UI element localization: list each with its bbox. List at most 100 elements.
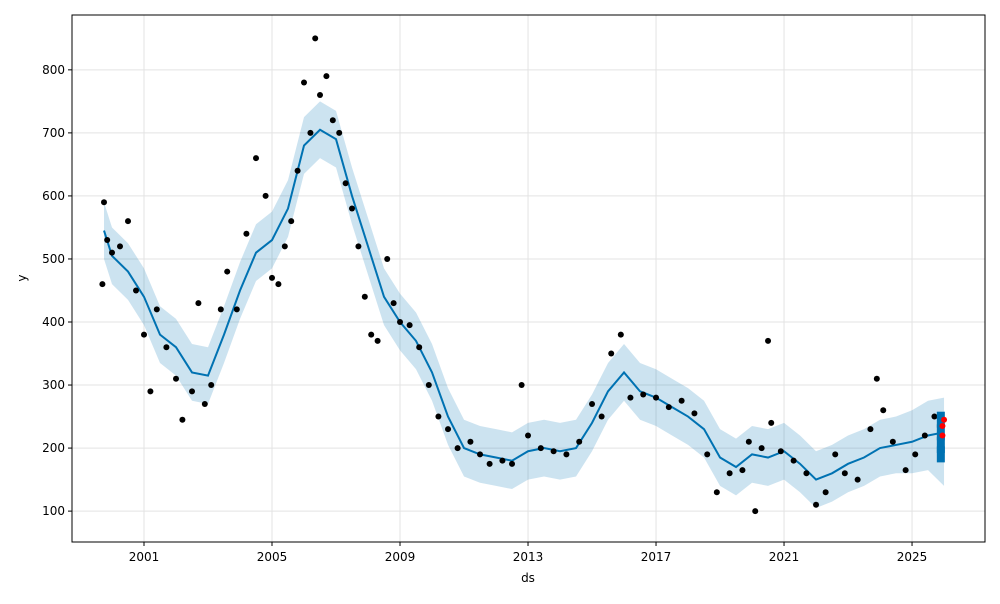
y-tick-label: 700	[42, 126, 65, 140]
data-point	[425, 382, 432, 389]
data-point	[125, 218, 132, 225]
data-point	[726, 470, 733, 477]
x-tick-label: 2005	[257, 550, 288, 564]
data-point	[713, 489, 720, 496]
y-tick-label: 800	[42, 63, 65, 77]
data-point	[99, 281, 106, 288]
data-point	[653, 394, 660, 401]
x-tick-label: 2009	[385, 550, 416, 564]
data-point	[416, 344, 423, 351]
data-point	[355, 243, 362, 250]
data-point	[195, 300, 202, 307]
data-point	[342, 180, 349, 187]
data-point	[281, 243, 288, 250]
y-axis-label: y	[15, 274, 29, 281]
data-point	[563, 451, 570, 458]
y-tick-label: 500	[42, 252, 65, 266]
data-point	[627, 394, 634, 401]
data-point	[253, 155, 260, 162]
data-point	[275, 281, 282, 288]
trend-line	[103, 128, 945, 481]
data-point	[397, 318, 404, 325]
x-tick-label: 2017	[641, 550, 672, 564]
data-point	[467, 438, 474, 445]
data-point	[941, 416, 948, 423]
data-point	[525, 432, 532, 439]
data-point	[173, 375, 180, 382]
data-point	[104, 237, 111, 244]
plot-frame	[71, 14, 986, 543]
data-point	[665, 404, 672, 411]
data-point	[691, 410, 698, 417]
data-point	[243, 230, 250, 237]
data-point	[117, 243, 124, 250]
y-tick-label: 600	[42, 189, 65, 203]
data-point	[921, 432, 928, 439]
data-point	[499, 457, 506, 464]
data-point	[902, 467, 909, 474]
data-point	[317, 92, 324, 99]
data-point	[208, 382, 215, 389]
data-point	[163, 344, 170, 351]
data-point	[445, 426, 452, 433]
forecast-point	[936, 436, 945, 453]
y-tick-label: 100	[42, 504, 65, 518]
data-point	[406, 322, 413, 329]
data-point	[889, 438, 896, 445]
data-point	[329, 117, 336, 124]
data-point	[803, 470, 810, 477]
forecast-point	[936, 424, 945, 441]
data-point	[822, 489, 829, 496]
y-tick-label: 300	[42, 378, 65, 392]
data-point	[765, 337, 772, 344]
data-point	[939, 423, 946, 430]
data-point	[288, 218, 295, 225]
data-point	[384, 255, 391, 262]
data-point	[790, 457, 797, 464]
data-point	[589, 400, 596, 407]
data-point	[301, 79, 308, 86]
data-point	[486, 460, 493, 467]
data-point	[752, 508, 759, 515]
data-point	[841, 470, 848, 477]
data-point	[217, 306, 224, 313]
data-point	[336, 129, 343, 136]
data-point	[312, 35, 319, 42]
data-point	[550, 448, 557, 455]
data-point	[854, 476, 861, 483]
data-point	[867, 426, 874, 433]
forecast-point	[936, 411, 945, 428]
data-point	[477, 451, 484, 458]
data-point	[768, 419, 775, 426]
data-point	[201, 400, 208, 407]
data-point	[758, 445, 765, 452]
data-point	[617, 331, 624, 338]
data-point	[608, 350, 615, 357]
data-point	[832, 451, 839, 458]
data-point	[368, 331, 375, 338]
y-tick-label: 400	[42, 315, 65, 329]
data-point	[262, 192, 269, 199]
data-point	[233, 306, 240, 313]
data-point	[361, 293, 368, 300]
data-point	[678, 397, 685, 404]
data-point	[101, 199, 108, 206]
data-point	[374, 337, 381, 344]
data-point	[704, 451, 711, 458]
forecast-point	[936, 446, 945, 463]
data-point	[224, 268, 231, 275]
data-point	[269, 274, 276, 281]
data-point	[323, 73, 330, 80]
data-point	[640, 391, 647, 398]
data-point	[109, 249, 116, 256]
data-point	[294, 167, 301, 174]
data-point	[880, 407, 887, 414]
data-point	[454, 445, 461, 452]
x-tick-label: 2025	[897, 550, 928, 564]
data-point	[153, 306, 160, 313]
data-point	[390, 300, 397, 307]
data-point	[141, 331, 148, 338]
data-point	[873, 375, 880, 382]
data-point	[813, 501, 820, 508]
